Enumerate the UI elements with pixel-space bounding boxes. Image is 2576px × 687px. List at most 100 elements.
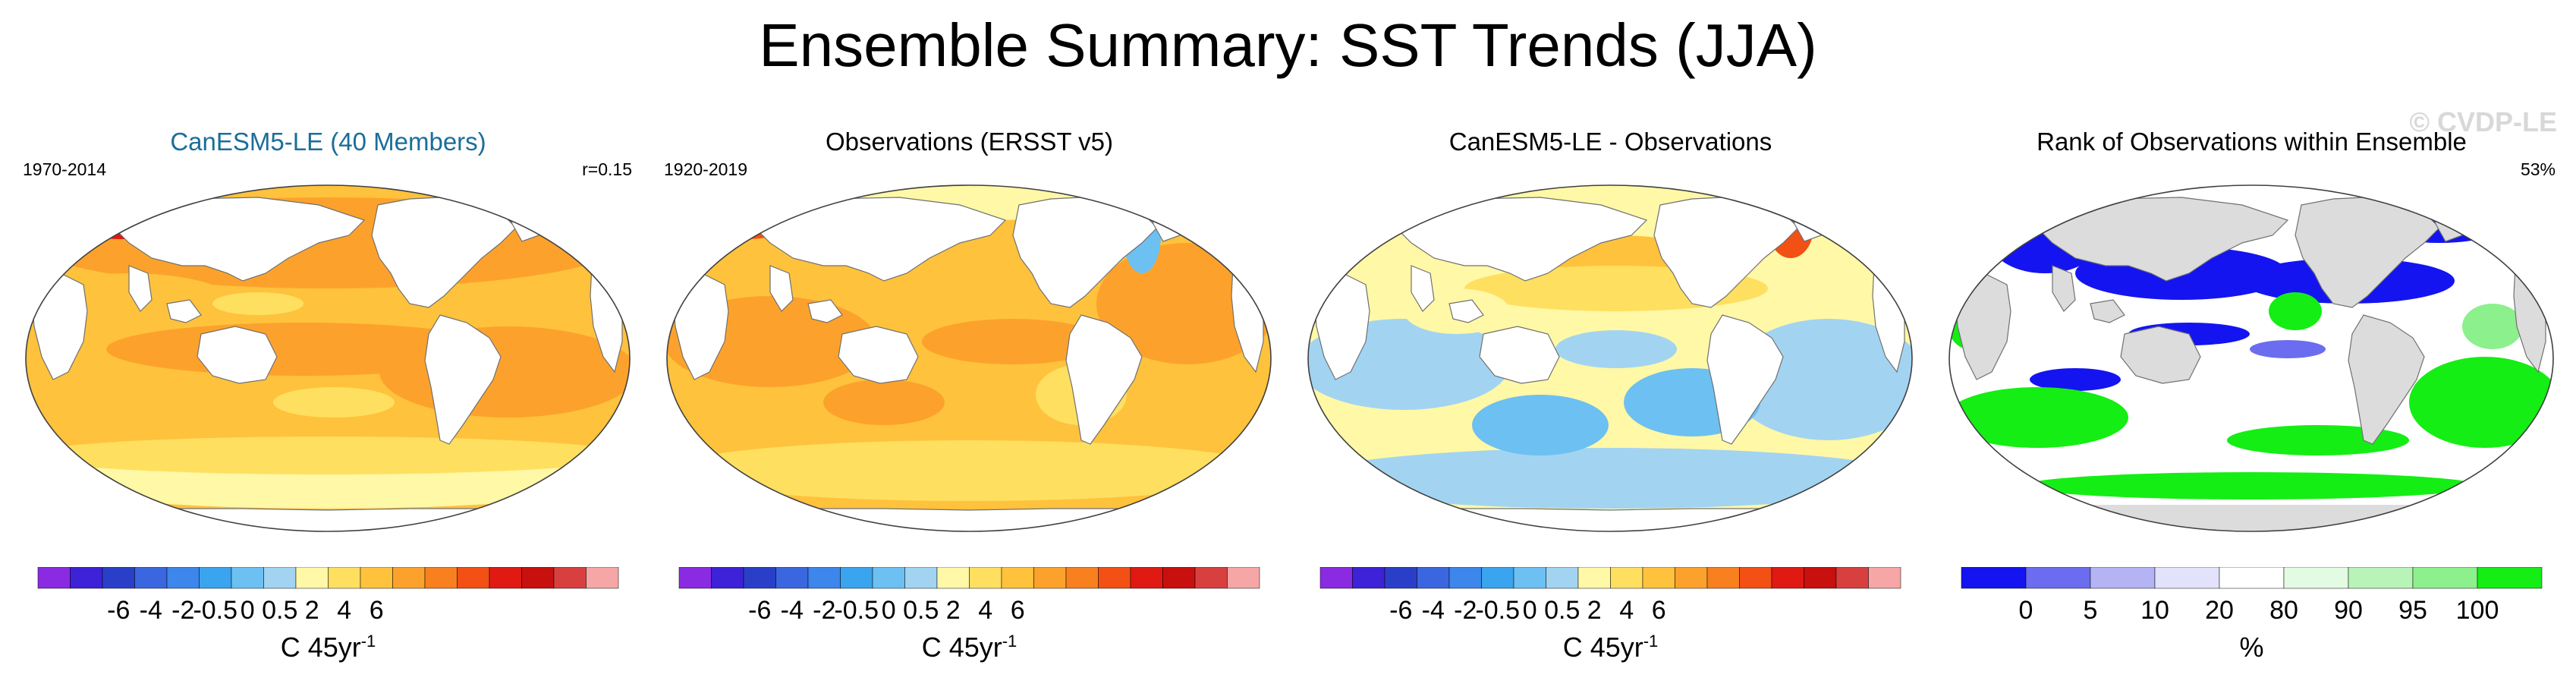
landmass-antarctica xyxy=(105,508,555,531)
trend-map xyxy=(666,184,1272,532)
landmass-americasS xyxy=(2348,314,2425,445)
rank-patch xyxy=(2024,472,2479,499)
colorbar: -6 -4 -2-0.5 0 0.5 2 4 6 xyxy=(37,567,619,625)
landmass-eurasia xyxy=(1395,197,1648,282)
map-border xyxy=(1307,184,1913,532)
landmass-maritime xyxy=(166,299,202,323)
colorbar-cell xyxy=(743,567,776,589)
rank-patch xyxy=(2250,340,2326,358)
colorbar-cell xyxy=(37,567,71,589)
colorbar-cell xyxy=(489,567,522,589)
colorbar-tick-label: 20 xyxy=(2205,596,2234,625)
colorbar-tick-label: -6 xyxy=(1389,596,1412,625)
panel-title: CanESM5-LE (40 Members) xyxy=(170,128,486,156)
figure-title: Ensemble Summary: SST Trends (JJA) xyxy=(759,11,1817,79)
landmass-americasS xyxy=(1065,314,1143,445)
landmass-americasS xyxy=(1706,314,1784,445)
colorbar-tick-label: 2 xyxy=(946,596,961,625)
trend-map xyxy=(1307,184,1913,532)
panel-stat: r=0.15 xyxy=(582,159,632,179)
colorbar-tick-label: 80 xyxy=(2269,596,2298,625)
colorbar-cell xyxy=(2477,567,2543,589)
colorbar-cell xyxy=(1352,567,1386,589)
colorbar-tick-label: 95 xyxy=(2398,596,2427,625)
colorbar-units: C 45yr-1 xyxy=(1562,632,1659,663)
rank-patch xyxy=(2462,304,2523,349)
colorbar-tick-label: 0 xyxy=(2019,596,2033,625)
colorbar-cell xyxy=(1961,567,2027,589)
colorbar-cell xyxy=(1384,567,1417,589)
colorbar-tick-label: -0.5 xyxy=(1475,596,1520,625)
landmass-africaW xyxy=(30,273,88,380)
colorbar-cell xyxy=(1481,567,1514,589)
colorbar-cell xyxy=(807,567,841,589)
colorbar-cell xyxy=(1577,567,1611,589)
colorbar-tick-label: 4 xyxy=(337,596,351,625)
colorbar-tick-label: 2 xyxy=(1587,596,1602,625)
colorbar-cell xyxy=(231,567,264,589)
trend-patch xyxy=(1308,448,1912,509)
rank-map xyxy=(1949,184,2554,532)
landmass-africaW xyxy=(671,273,729,380)
panel-stat: 53% xyxy=(2520,159,2556,179)
colorbar-cell xyxy=(1804,567,1837,589)
colorbar-cell xyxy=(166,567,200,589)
colorbar-tick-label: 5 xyxy=(2084,596,2098,625)
trend-patch xyxy=(823,380,945,425)
colorbar: -6 -4 -2-0.5 0 0.5 2 4 6 xyxy=(678,567,1260,625)
colorbar-cell xyxy=(1130,567,1163,589)
landmass-eurasiaE xyxy=(1873,211,1909,266)
colorbar-tick-label: -0.5 xyxy=(834,596,879,625)
colorbar-cell xyxy=(586,567,619,589)
colorbar-cell xyxy=(2025,567,2091,589)
colorbar-cell xyxy=(840,567,873,589)
colorbar-tick-label: -2 xyxy=(813,596,835,625)
colorbar: -6 -4 -2-0.5 0 0.5 2 4 6 xyxy=(1319,567,1901,625)
trend-patch xyxy=(922,319,1104,364)
trend-patch xyxy=(1555,330,1677,368)
colorbar-tick-label: 4 xyxy=(1619,596,1634,625)
colorbar-cell xyxy=(2219,567,2285,589)
panel-period: 1970-2014 xyxy=(23,159,106,179)
colorbar-cell xyxy=(521,567,555,589)
colorbar-cell xyxy=(199,567,232,589)
colorbar-cell xyxy=(263,567,297,589)
landmass-eurasia xyxy=(2037,197,2289,282)
colorbar-cell xyxy=(1610,567,1643,589)
rank-patch xyxy=(2409,357,2553,448)
colorbar-cell xyxy=(2090,567,2156,589)
landmass-australia xyxy=(1479,326,1560,384)
panel-observed-trends: Observations (ERSST v5) 1920-2019 -6 -4 -2… xyxy=(656,121,1282,683)
colorbar-cell xyxy=(1771,567,1804,589)
colorbar-tick-label: 100 xyxy=(2456,596,2499,625)
landmass-eurasiaE xyxy=(2515,211,2550,266)
colorbar-cell xyxy=(392,567,426,589)
colorbar-tick-label: 0.5 xyxy=(903,596,939,625)
colorbar-units: C 45yr-1 xyxy=(921,632,1018,663)
colorbar-cell xyxy=(1642,567,1675,589)
landmass-india xyxy=(2052,265,2076,312)
colorbar-cell xyxy=(70,567,103,589)
landmass-australia xyxy=(838,326,919,384)
colorbar-tick-label: 0 xyxy=(882,596,896,625)
colorbar-cell xyxy=(424,567,458,589)
colorbar-cell xyxy=(1448,567,1482,589)
colorbar-cell xyxy=(1001,567,1034,589)
colorbar-cell xyxy=(1675,567,1708,589)
rank-masked-south xyxy=(1949,505,2553,531)
map-border xyxy=(25,184,631,532)
colorbar-cell xyxy=(2348,567,2414,589)
colorbar-tick-label: 4 xyxy=(978,596,992,625)
colorbar-cell xyxy=(295,567,329,589)
trend-patch xyxy=(667,440,1271,501)
colorbar-tick-label: 10 xyxy=(2140,596,2169,625)
landmass-americasS xyxy=(424,314,502,445)
colorbar-cell xyxy=(872,567,905,589)
colorbar-cell xyxy=(969,567,1002,589)
colorbar-cell xyxy=(134,567,168,589)
colorbar-cell xyxy=(711,567,744,589)
landmass-maritime xyxy=(807,299,843,323)
colorbar-cell xyxy=(1227,567,1260,589)
colorbar-tick-label: 0.5 xyxy=(262,596,297,625)
watermark: © CVDP-LE xyxy=(2409,106,2557,137)
